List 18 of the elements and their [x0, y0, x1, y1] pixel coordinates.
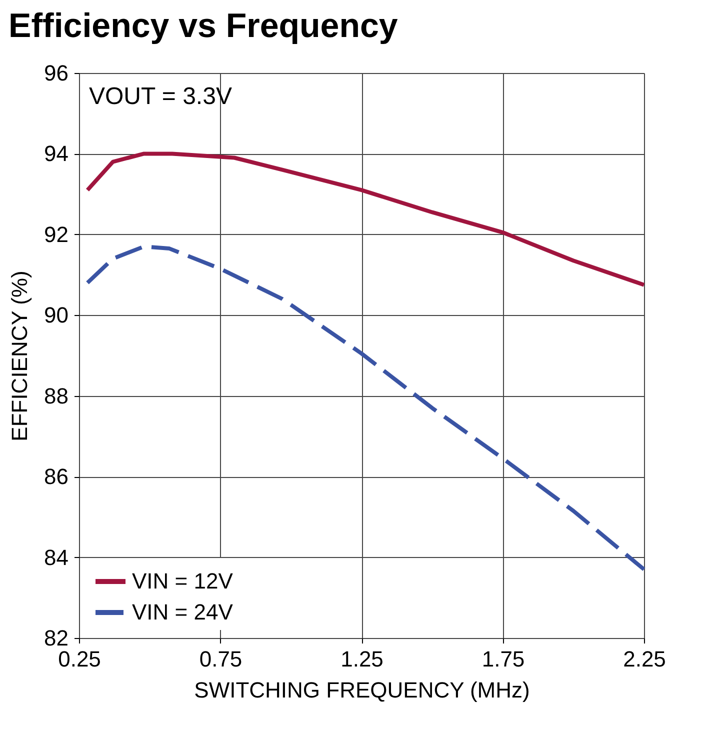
- y-tick-label: 92: [44, 222, 68, 247]
- y-tick-label: 90: [44, 302, 68, 328]
- chart-title: Efficiency vs Frequency: [8, 7, 398, 45]
- line-series: [85, 244, 646, 572]
- legend-label: VIN = 12V: [132, 568, 234, 594]
- y-tick-label: 86: [44, 464, 68, 490]
- y-tick-label: 84: [44, 544, 68, 570]
- line-series: [85, 152, 646, 287]
- y-tick-label: 88: [44, 383, 68, 408]
- legend-label: VIN = 24V: [132, 600, 234, 624]
- x-axis-title: SWITCHING FREQUENCY (MHz): [194, 678, 530, 702]
- y-tick-label: 94: [44, 141, 68, 166]
- y-tick-label: 96: [44, 60, 68, 86]
- x-tick-label: 2.25: [623, 646, 666, 672]
- x-tick-label: 1.75: [482, 646, 525, 672]
- y-axis-title: EFFICIENCY (%): [7, 270, 32, 442]
- x-tick-label: 1.25: [340, 646, 384, 672]
- x-tick-label: 0.75: [199, 646, 242, 672]
